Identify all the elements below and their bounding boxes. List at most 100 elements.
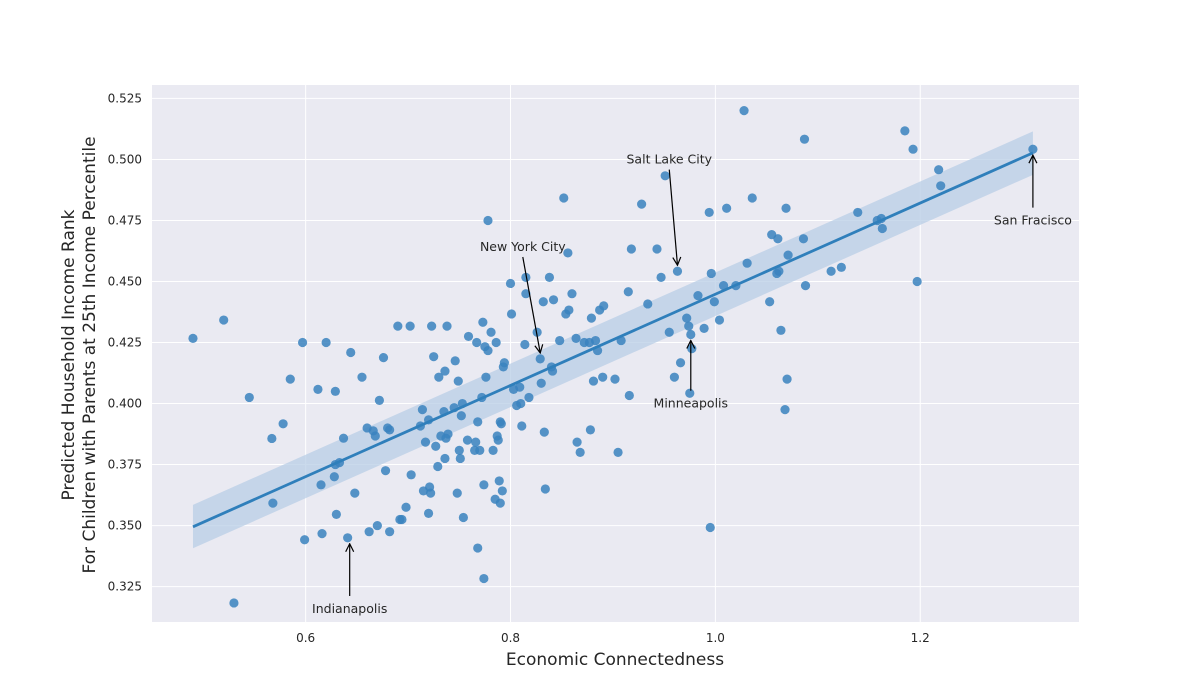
y-tick-label: 0.375 — [108, 458, 142, 472]
annotation-arrow — [522, 256, 540, 353]
data-point — [268, 498, 278, 508]
data-point — [364, 527, 374, 537]
data-point — [900, 126, 910, 136]
data-point — [610, 374, 620, 384]
data-point — [1028, 144, 1038, 154]
y-tick-label: 0.450 — [108, 274, 142, 288]
data-point — [433, 461, 443, 472]
data-point — [385, 527, 395, 537]
data-point — [718, 281, 729, 291]
data-point — [774, 266, 784, 276]
data-point — [877, 223, 887, 234]
data-point — [506, 309, 517, 319]
data-point — [330, 386, 340, 396]
data-point — [450, 356, 460, 366]
data-point — [853, 207, 863, 218]
data-point — [393, 321, 403, 331]
y-tick-label: 0.400 — [108, 397, 142, 411]
data-point — [722, 203, 732, 213]
data-point — [350, 488, 360, 498]
data-point — [443, 429, 453, 439]
data-point — [440, 453, 450, 464]
data-point — [936, 181, 946, 191]
annotation-label: Indianapolis — [312, 601, 387, 616]
x-axis-title: Economic Connectedness — [506, 650, 724, 670]
x-tick-label: 1.2 — [911, 631, 930, 645]
data-point — [908, 144, 918, 154]
data-point — [462, 435, 473, 445]
data-point — [613, 447, 623, 457]
data-point — [675, 358, 686, 368]
data-point — [434, 372, 444, 382]
data-point — [442, 321, 452, 331]
data-point — [575, 447, 585, 457]
data-point — [571, 333, 581, 343]
data-point — [626, 244, 636, 254]
data-point — [538, 297, 548, 307]
data-point — [739, 106, 749, 116]
data-point — [660, 171, 670, 181]
data-point — [427, 321, 437, 331]
data-point — [329, 472, 339, 482]
data-points — [188, 106, 1038, 608]
data-point — [426, 488, 436, 498]
data-point — [475, 445, 485, 456]
annotation-label: San Fracisco — [994, 213, 1072, 228]
data-point — [699, 323, 709, 333]
regression-line — [192, 151, 1034, 529]
data-point — [455, 453, 465, 464]
data-point — [685, 388, 695, 398]
data-point — [686, 329, 696, 340]
y-axis-title-line-1: Predicted Household Income Rank — [59, 209, 79, 500]
data-point — [486, 327, 496, 337]
annotation-label: Minneapolis — [654, 396, 729, 411]
data-point — [563, 248, 573, 258]
data-point — [285, 374, 295, 384]
data-point — [585, 425, 596, 435]
data-point — [536, 378, 546, 388]
data-point — [521, 289, 531, 299]
data-point — [687, 344, 697, 354]
data-point — [516, 398, 526, 409]
data-point — [521, 272, 531, 282]
data-point — [458, 512, 468, 523]
data-point — [405, 321, 415, 331]
data-point — [539, 427, 549, 437]
y-tick-labels: 0.325 0.350 0.375 0.400 0.425 0.450 0.475 0.500… — [108, 91, 142, 593]
data-point — [456, 411, 466, 421]
data-point — [572, 437, 582, 447]
data-point — [532, 327, 542, 337]
data-point — [372, 520, 382, 531]
data-point — [219, 315, 229, 325]
data-point — [378, 353, 389, 363]
y-tick-label: 0.350 — [108, 519, 142, 533]
data-point — [493, 435, 503, 445]
data-point — [826, 266, 836, 276]
data-point — [267, 433, 277, 444]
data-point — [406, 470, 416, 480]
data-point — [780, 405, 790, 415]
data-point — [454, 445, 464, 456]
y-tick-label: 0.525 — [108, 91, 142, 105]
data-point — [564, 305, 574, 315]
data-point — [313, 384, 323, 394]
data-point — [380, 466, 391, 476]
data-point — [598, 372, 608, 382]
data-point — [244, 392, 254, 403]
data-point — [423, 508, 434, 518]
data-point — [343, 533, 353, 543]
data-point — [473, 417, 483, 427]
data-point — [672, 266, 683, 276]
data-point — [317, 529, 327, 539]
data-point — [496, 419, 506, 429]
data-point — [278, 419, 288, 429]
annotation-label: Salt Lake City — [627, 152, 713, 167]
data-point — [452, 488, 462, 498]
data-point — [934, 165, 944, 175]
annotation-label: New York City — [480, 239, 566, 254]
data-point — [765, 297, 775, 307]
data-point — [300, 535, 310, 545]
data-point — [417, 405, 428, 415]
y-tick-label: 0.425 — [108, 336, 142, 350]
